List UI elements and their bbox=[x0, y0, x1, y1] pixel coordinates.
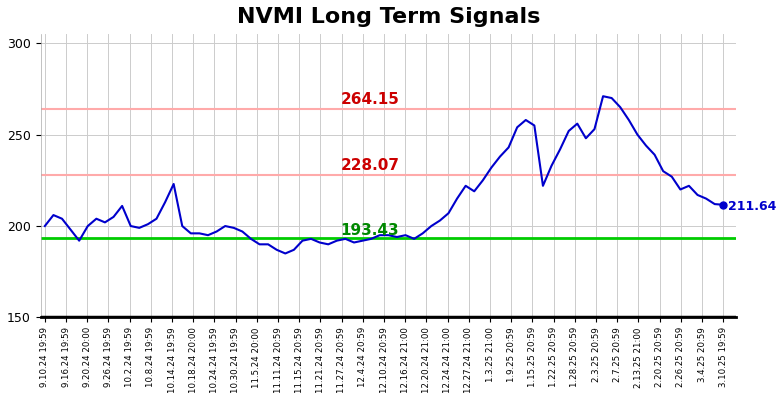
Text: 193.43: 193.43 bbox=[340, 223, 399, 238]
Text: 264.15: 264.15 bbox=[340, 92, 399, 107]
Title: NVMI Long Term Signals: NVMI Long Term Signals bbox=[237, 7, 540, 27]
Text: 211.64: 211.64 bbox=[728, 200, 776, 213]
Text: 228.07: 228.07 bbox=[340, 158, 399, 173]
